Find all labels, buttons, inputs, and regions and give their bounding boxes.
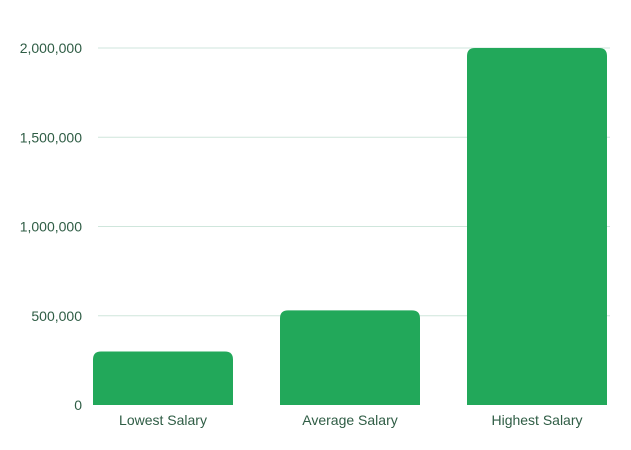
bars	[93, 48, 607, 405]
y-axis-tick-labels: 0 500,000 1,000,000 1,500,000 2,000,000	[20, 40, 83, 413]
bar-average-salary	[280, 310, 420, 405]
x-category-label: Lowest Salary	[119, 412, 207, 428]
x-axis-category-labels: Lowest Salary Average Salary Highest Salar…	[119, 412, 582, 428]
y-tick-label: 500,000	[31, 308, 82, 324]
bar-lowest-salary	[93, 351, 233, 405]
y-tick-label: 1,500,000	[20, 129, 82, 145]
x-category-label: Average Salary	[302, 412, 397, 428]
y-tick-label: 0	[74, 397, 82, 413]
y-tick-label: 1,000,000	[20, 219, 82, 235]
y-tick-label: 2,000,000	[20, 40, 82, 56]
x-category-label: Highest Salary	[491, 412, 582, 428]
bar-highest-salary	[467, 48, 607, 405]
